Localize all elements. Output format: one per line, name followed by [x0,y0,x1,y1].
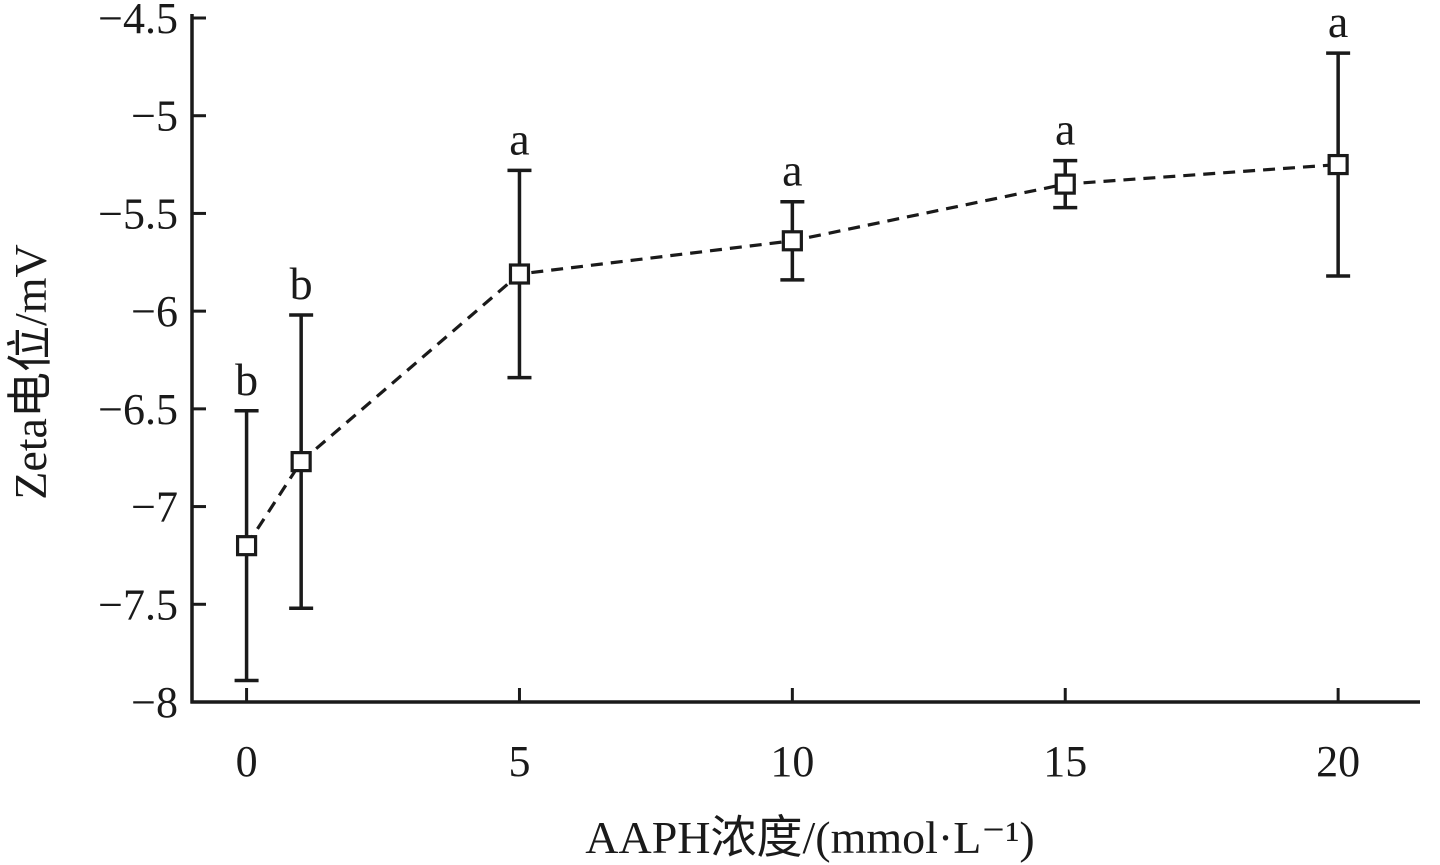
significance-label: a [1055,104,1075,155]
x-tick-label: 5 [508,737,530,786]
significance-labels: bb a a a a [235,0,1348,405]
data-series [245,162,1339,547]
y-tick-label: −7.5 [98,580,178,629]
significance-label: a [1328,0,1348,47]
y-tick-label: −5.5 [98,189,178,238]
data-point-marker [290,451,312,473]
data-point-marker [1054,173,1076,195]
significance-label: a [509,113,529,164]
tick-labels: −8 −7.5 −7 −6.5 −6 −5.5 −5 −4.5 0 5 10 15 20 [98,0,1360,786]
axes [190,14,1420,704]
series-line [245,162,1339,547]
significance-label: b [235,354,258,405]
y-tick-label: −6.5 [98,385,178,434]
data-markers [235,153,1349,557]
y-tick-label: −5 [131,92,178,141]
y-tick-label: −6 [131,287,178,336]
data-point-marker [508,263,531,285]
significance-label: a [782,145,802,196]
y-tick-label: −4.5 [98,0,178,43]
y-axis-title: Zeta电位/mV [5,244,56,500]
x-tick-label: 20 [1316,737,1360,786]
x-tick-label: 15 [1043,737,1087,786]
x-axis-title: AAPH浓度/(mmol·L⁻¹) [585,812,1035,863]
data-point-marker [235,535,258,557]
x-tick-label: 10 [770,737,814,786]
data-point-marker [781,230,803,252]
x-tick-label: 0 [236,737,258,786]
data-point-marker [1327,153,1349,176]
significance-label: b [290,258,313,309]
y-tick-label: −7 [131,483,178,532]
y-tick-label: −8 [131,678,178,727]
